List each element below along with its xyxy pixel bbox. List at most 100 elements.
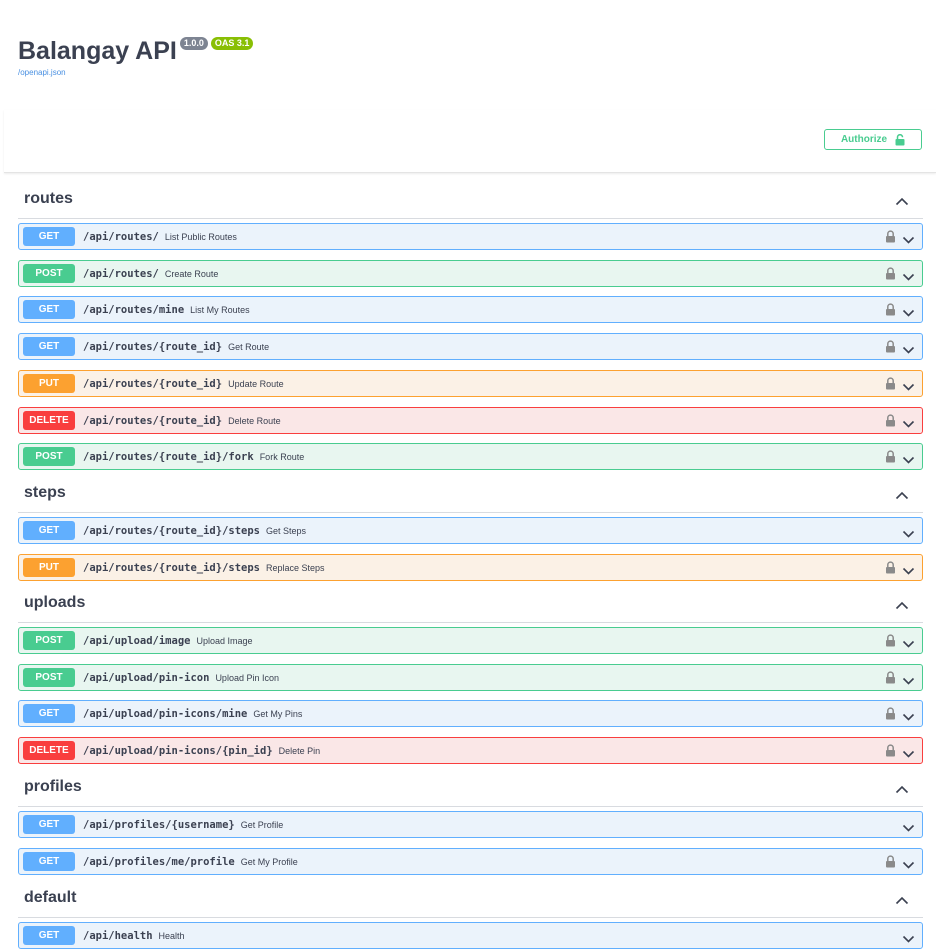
operation-path: /api/upload/pin-icons/{pin_id}	[83, 744, 273, 757]
collapse-arrow-icon	[895, 491, 909, 500]
tag-toggle[interactable]	[895, 487, 909, 505]
operation-get[interactable]: GET/api/routes/{route_id} Get Route	[18, 333, 923, 360]
operation-post[interactable]: POST/api/routes/Create Route	[18, 260, 923, 287]
authorization-lock[interactable]	[885, 414, 896, 432]
authorization-lock[interactable]	[885, 340, 896, 358]
operation-expand[interactable]	[902, 563, 915, 581]
operation-summary: Replace Steps	[266, 562, 325, 573]
authorization-lock[interactable]	[885, 561, 896, 579]
operation-summary: Get Steps	[266, 525, 307, 536]
operation-expand[interactable]	[902, 673, 915, 691]
tag-uploads[interactable]: uploads	[18, 587, 923, 623]
expand-chevron-icon	[902, 640, 915, 648]
operation-summary: Get Profile	[240, 819, 284, 830]
authorization-lock[interactable]	[885, 707, 896, 725]
collapse-arrow-icon	[895, 601, 909, 610]
tag-toggle[interactable]	[895, 193, 909, 211]
method-badge: GET	[23, 852, 75, 871]
lock-icon	[886, 303, 895, 316]
tag-routes[interactable]: routes	[18, 183, 923, 219]
expand-chevron-icon	[902, 383, 915, 391]
method-badge: PUT	[23, 374, 75, 393]
method-badge: PUT	[23, 558, 75, 577]
operation-get[interactable]: GET/api/profiles/me/profile Get My Profil…	[18, 848, 923, 875]
expand-chevron-icon	[902, 935, 915, 943]
authorization-lock[interactable]	[885, 267, 896, 285]
operation-path: /api/health	[83, 929, 153, 942]
operation-path: /api/routes/	[83, 267, 159, 280]
expand-chevron-icon	[902, 713, 915, 721]
operation-expand[interactable]	[902, 305, 915, 323]
operation-put[interactable]: PUT/api/routes/{route_id}/steps Replace S…	[18, 554, 923, 581]
operation-expand[interactable]	[902, 232, 915, 250]
operation-summary: Create Route	[164, 268, 219, 279]
operation-expand[interactable]	[902, 709, 915, 727]
expand-chevron-icon	[902, 530, 915, 538]
authorize-button[interactable]: Authorize	[824, 129, 922, 150]
operation-delete[interactable]: DELETE/api/routes/{route_id} Delete Route	[18, 407, 923, 434]
tag-profiles[interactable]: profiles	[18, 771, 923, 807]
authorization-lock[interactable]	[885, 377, 896, 395]
unlocked-icon	[895, 133, 905, 145]
openapi-json-link[interactable]: /openapi.json	[18, 68, 66, 77]
tag-default[interactable]: default	[18, 882, 923, 918]
operation-post[interactable]: POST/api/upload/pin-icon Upload Pin Icon	[18, 664, 923, 691]
authorization-lock[interactable]	[885, 634, 896, 652]
api-info: Balangay API 1.0.0 OAS 3.1 /openapi.json	[18, 36, 254, 77]
operation-expand[interactable]	[902, 269, 915, 287]
operation-put[interactable]: PUT/api/routes/{route_id} Update Route	[18, 370, 923, 397]
operation-path: /api/profiles/me/profile	[83, 855, 235, 868]
oas-badge: OAS 3.1	[210, 37, 254, 50]
collapse-arrow-icon	[895, 896, 909, 905]
operation-expand[interactable]	[902, 379, 915, 397]
operation-summary: List My Routes	[190, 304, 250, 315]
operation-expand[interactable]	[902, 342, 915, 360]
lock-icon	[886, 634, 895, 647]
expand-chevron-icon	[902, 236, 915, 244]
operation-expand[interactable]	[902, 820, 915, 838]
operation-delete[interactable]: DELETE/api/upload/pin-icons/{pin_id} Dele…	[18, 737, 923, 764]
method-badge: DELETE	[23, 741, 75, 760]
authorization-lock[interactable]	[885, 671, 896, 689]
operation-post[interactable]: POST/api/routes/{route_id}/fork Fork Rout…	[18, 443, 923, 470]
tag-toggle[interactable]	[895, 781, 909, 799]
method-badge: DELETE	[23, 411, 75, 430]
expand-chevron-icon	[902, 861, 915, 869]
operation-summary: Health	[158, 930, 185, 941]
operation-get[interactable]: GET/api/routes/mine List My Routes	[18, 296, 923, 323]
operation-expand[interactable]	[902, 857, 915, 875]
tag-steps[interactable]: steps	[18, 477, 923, 513]
operation-post[interactable]: POST/api/upload/image Upload Image	[18, 627, 923, 654]
operation-path: /api/upload/pin-icon	[83, 671, 210, 684]
operation-get[interactable]: GET/api/health Health	[18, 922, 923, 949]
operation-get[interactable]: GET/api/routes/{route_id}/steps Get Steps	[18, 517, 923, 544]
authorization-lock[interactable]	[885, 230, 896, 248]
operation-expand[interactable]	[902, 931, 915, 949]
lock-icon	[886, 707, 895, 720]
method-badge: GET	[23, 926, 75, 945]
expand-chevron-icon	[902, 750, 915, 758]
operation-expand[interactable]	[902, 746, 915, 764]
operation-expand[interactable]	[902, 636, 915, 654]
expand-chevron-icon	[902, 273, 915, 281]
operation-expand[interactable]	[902, 452, 915, 470]
operation-path: /api/routes/{route_id}/steps	[83, 524, 261, 537]
operation-expand[interactable]	[902, 416, 915, 434]
lock-icon	[886, 414, 895, 427]
tag-toggle[interactable]	[895, 597, 909, 615]
authorization-lock[interactable]	[885, 303, 896, 321]
authorization-lock[interactable]	[885, 744, 896, 762]
operation-get[interactable]: GET/api/routes/List Public Routes	[18, 223, 923, 250]
operation-path: /api/routes/{route_id}	[83, 414, 223, 427]
tag-toggle[interactable]	[895, 892, 909, 910]
operation-get[interactable]: GET/api/upload/pin-icons/mine Get My Pins	[18, 700, 923, 727]
lock-icon	[886, 450, 895, 463]
operation-path: /api/upload/pin-icons/mine	[83, 707, 248, 720]
method-badge: GET	[23, 704, 75, 723]
operation-expand[interactable]	[902, 526, 915, 544]
tag-name: steps	[24, 484, 66, 501]
authorization-lock[interactable]	[885, 855, 896, 873]
collapse-arrow-icon	[895, 785, 909, 794]
authorization-lock[interactable]	[885, 450, 896, 468]
operation-get[interactable]: GET/api/profiles/{username} Get Profile	[18, 811, 923, 838]
